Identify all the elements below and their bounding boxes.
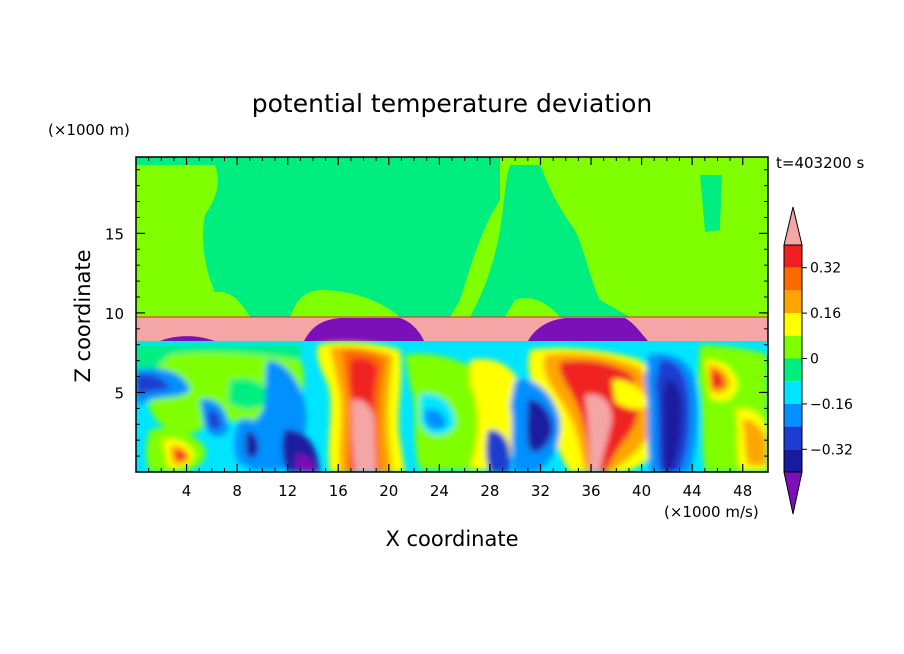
colorbar-level <box>784 358 802 382</box>
x-tick-label: 48 <box>733 482 752 500</box>
lower-layer <box>136 341 768 472</box>
chart-title: potential temperature deviation <box>252 89 652 118</box>
y-axis-title: Z coordinate <box>71 249 95 382</box>
x-tick-label: 16 <box>329 482 348 500</box>
upper-streak <box>700 175 722 232</box>
y-unit-label: (×1000 m) <box>48 121 130 139</box>
colorbar-label: 0.32 <box>810 261 841 277</box>
colorbar-level <box>784 426 802 450</box>
colorbar: 0.32 0.16 0 −0.16 −0.32 <box>783 206 853 515</box>
colorbar-label: −0.32 <box>810 442 853 458</box>
colorbar-level <box>784 449 802 472</box>
colorbar-level <box>784 403 802 427</box>
x-axis: 4 8 12 16 20 24 28 32 36 40 44 48 <box>148 157 752 500</box>
purple-sliver <box>160 336 215 341</box>
x-tick-label: 8 <box>232 482 242 500</box>
y-axis: 5 10 15 <box>105 169 768 457</box>
time-label: t=403200 s <box>776 154 864 172</box>
x-unit-label: (×1000 m/s) <box>664 503 759 521</box>
colorbar-level <box>784 313 802 336</box>
colorbar-overflow-bottom <box>783 471 803 515</box>
x-axis-title: X coordinate <box>385 527 518 551</box>
y-tick-label: 10 <box>105 305 124 323</box>
x-tick-label: 32 <box>531 482 550 500</box>
x-tick-label: 12 <box>278 482 297 500</box>
x-tick-label: 20 <box>379 482 398 500</box>
colorbar-label: 0 <box>810 352 819 368</box>
x-tick-label: 40 <box>632 482 651 500</box>
x-tick-label: 28 <box>480 482 499 500</box>
purple-dome-left <box>304 318 424 341</box>
upper-plume-left <box>136 157 500 317</box>
colorbar-label: 0.16 <box>810 306 841 322</box>
temperature-field <box>136 157 768 472</box>
x-tick-label: 44 <box>683 482 702 500</box>
x-tick-label: 24 <box>430 482 449 500</box>
y-tick-label: 5 <box>114 384 124 402</box>
colorbar-level <box>784 335 802 359</box>
colorbar-level <box>784 290 802 314</box>
tropopause-band <box>136 317 768 341</box>
colorbar-level <box>784 381 802 404</box>
upper-plume-right <box>470 165 630 317</box>
x-tick-label: 4 <box>182 482 192 500</box>
x-tick-label: 36 <box>581 482 600 500</box>
colorbar-label: −0.16 <box>810 397 853 413</box>
y-tick-label: 15 <box>105 225 124 243</box>
colorbar-level <box>784 245 802 268</box>
colorbar-level <box>784 267 802 291</box>
colorbar-overflow-top <box>783 206 803 246</box>
